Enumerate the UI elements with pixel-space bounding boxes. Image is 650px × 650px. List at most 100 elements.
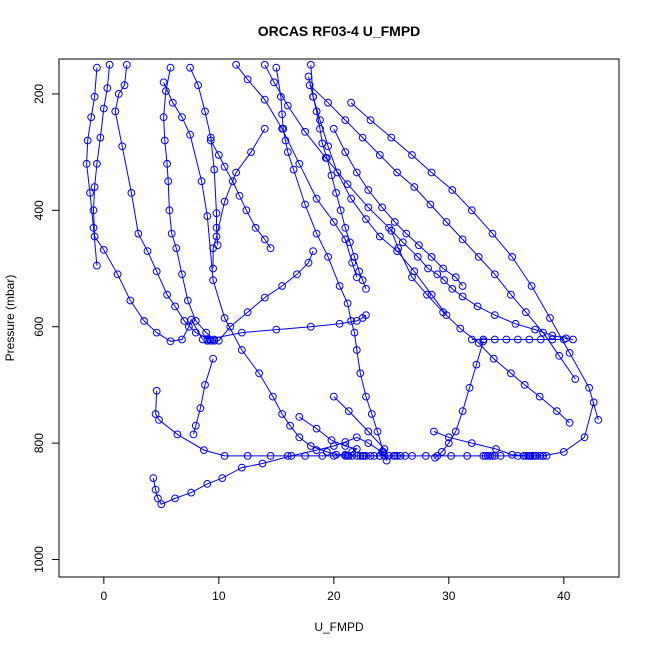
data-point [279,124,288,133]
data-point [394,244,403,253]
series-line-7 [163,82,359,456]
data-point [306,442,315,450]
data-point [90,92,99,101]
data-point [358,276,367,285]
data-point [164,177,173,186]
data-point [206,133,215,142]
data-point [203,480,212,488]
y-tick-label: 200 [32,84,46,104]
data-point [488,452,497,460]
data-point [185,322,193,331]
data-point [324,142,333,151]
data-point [548,331,557,340]
data-point [283,148,292,157]
series-line-9 [193,358,214,435]
data-point [347,98,356,107]
data-point [433,452,442,460]
data-point [120,81,129,90]
data-point [527,282,536,290]
data-point [266,244,275,253]
data-point [316,124,324,133]
data-point [539,328,547,337]
data-point [427,168,436,177]
data-point [474,253,483,261]
data-point [272,63,281,72]
data-point [312,424,321,433]
data-point [187,488,196,497]
data-point [350,253,359,261]
data-point [167,229,176,238]
data-point [191,328,200,337]
data-point [375,151,384,159]
data-point [565,349,574,357]
data-point [362,311,370,320]
data-point [134,229,143,238]
data-point [321,154,330,162]
data-point [278,282,287,290]
data-point [548,335,557,344]
data-point [408,151,416,159]
data-point [304,72,313,81]
data-point [151,410,160,418]
data-point [90,232,99,241]
data-point [194,81,203,90]
data-point [186,130,195,139]
data-point [444,439,453,448]
data-point [183,296,192,305]
data-point [508,450,516,459]
data-point [423,290,431,299]
data-point [247,148,255,157]
data-point [210,165,219,174]
data-point [220,452,229,460]
data-point [458,407,467,416]
data-point [237,328,246,337]
chart-title: ORCAS RF03-4 U_FMPD [258,23,421,39]
data-point [539,452,547,460]
data-point [559,335,568,344]
data-point [448,186,457,194]
data-point [390,218,399,226]
series-line-10 [155,390,547,457]
data-point [378,203,387,212]
data-point [393,168,402,177]
data-point [364,439,373,448]
data-point [242,206,251,215]
data-point [329,452,338,460]
data-point [160,136,169,145]
data-point [333,168,342,177]
data-point [212,209,221,218]
y-tick-label: 600 [32,316,46,336]
data-point [243,75,252,84]
data-point [206,336,215,345]
series-line-5 [189,67,219,246]
data-point [439,308,448,317]
data-point [111,107,120,116]
data-point [201,381,209,389]
data-point [99,246,108,254]
x-tick-label: 40 [557,589,571,603]
data-point [488,229,497,238]
data-point [155,416,163,424]
data-point [171,302,180,311]
data-point [580,433,589,442]
data-point [520,381,529,389]
data-point [301,452,310,460]
data-point [341,438,350,446]
data-point [165,206,174,215]
data-point [214,151,223,159]
data-point [186,63,195,72]
data-point [295,413,304,421]
data-point [427,290,436,299]
data-point [332,189,341,197]
data-point [200,446,208,455]
y-tick-label: 400 [32,200,46,220]
data-point [209,244,218,253]
data-point [358,133,367,142]
data-point [93,261,101,270]
data-point [103,84,112,92]
data-point [589,398,598,407]
data-point [114,90,123,98]
data-point [289,165,298,174]
series-line-4 [210,140,272,249]
data-point [191,317,200,325]
